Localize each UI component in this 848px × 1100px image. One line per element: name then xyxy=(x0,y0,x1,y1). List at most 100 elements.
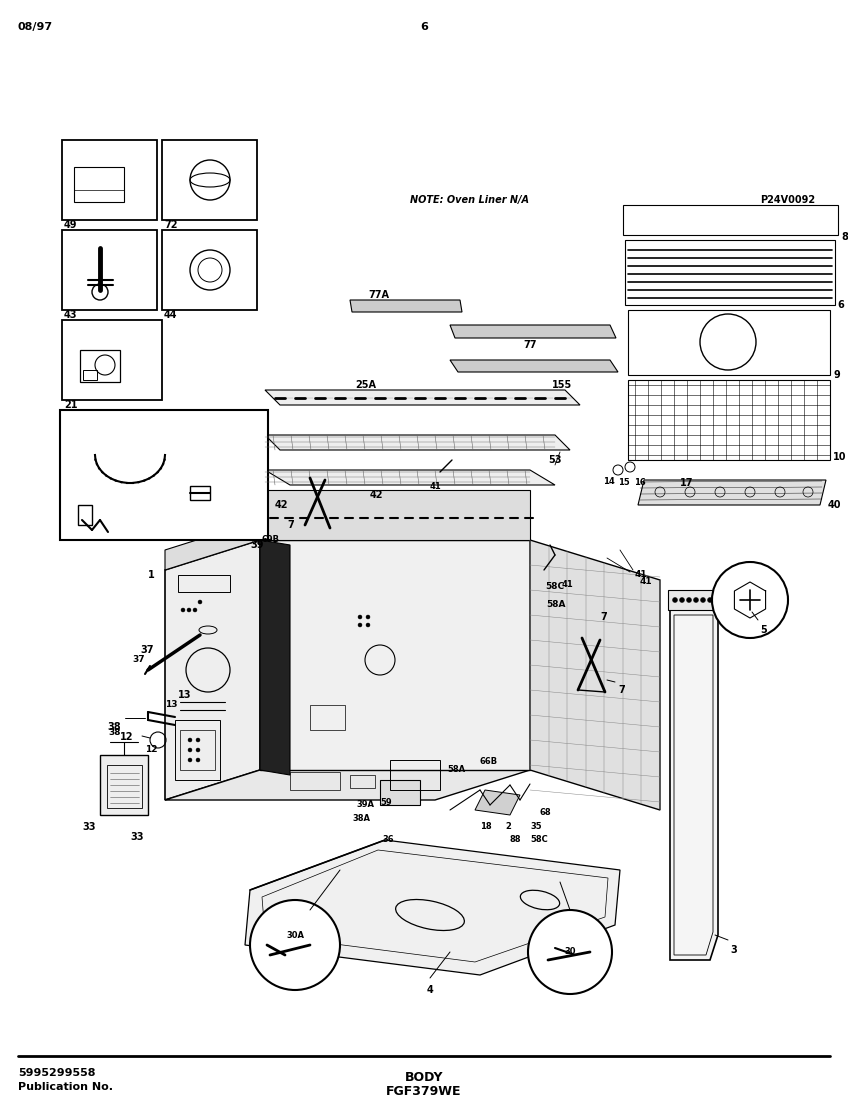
Circle shape xyxy=(250,900,340,990)
Polygon shape xyxy=(265,434,570,450)
Text: 2: 2 xyxy=(505,822,510,830)
Polygon shape xyxy=(530,540,660,810)
Text: 38: 38 xyxy=(107,722,120,732)
Circle shape xyxy=(193,608,197,612)
Circle shape xyxy=(188,738,192,742)
Text: 53: 53 xyxy=(548,455,561,465)
Text: BODY: BODY xyxy=(404,1071,444,1083)
Circle shape xyxy=(707,597,712,603)
Text: 7: 7 xyxy=(600,612,607,621)
Circle shape xyxy=(358,615,362,619)
Polygon shape xyxy=(628,379,830,460)
Bar xyxy=(190,486,210,500)
Polygon shape xyxy=(628,310,830,375)
Bar xyxy=(60,410,268,540)
Text: 68: 68 xyxy=(540,808,552,817)
Polygon shape xyxy=(450,324,616,338)
Text: 37: 37 xyxy=(132,654,145,664)
Text: 08/97: 08/97 xyxy=(18,22,53,32)
Text: 17: 17 xyxy=(680,478,694,488)
Bar xyxy=(62,140,157,220)
Circle shape xyxy=(687,597,691,603)
Polygon shape xyxy=(623,205,838,235)
Text: 41: 41 xyxy=(640,578,653,586)
Polygon shape xyxy=(668,590,720,610)
Text: 7: 7 xyxy=(618,685,625,695)
Bar xyxy=(62,230,157,310)
Text: 12: 12 xyxy=(120,732,133,742)
Circle shape xyxy=(196,758,200,762)
Text: 7: 7 xyxy=(287,520,293,530)
Text: 33: 33 xyxy=(82,822,96,832)
Polygon shape xyxy=(165,520,260,570)
Text: 77A: 77A xyxy=(368,290,389,300)
Circle shape xyxy=(188,758,192,762)
Polygon shape xyxy=(260,490,530,540)
Circle shape xyxy=(679,597,684,603)
Text: NOTE: Oven Liner N/A: NOTE: Oven Liner N/A xyxy=(410,195,529,205)
Text: 59: 59 xyxy=(380,798,392,807)
Polygon shape xyxy=(450,360,618,372)
Bar xyxy=(83,370,97,379)
Text: 58A: 58A xyxy=(447,764,465,774)
Text: 42: 42 xyxy=(275,500,288,510)
Text: 30A: 30A xyxy=(286,931,304,939)
Circle shape xyxy=(188,748,192,752)
Polygon shape xyxy=(638,480,826,505)
Text: 88: 88 xyxy=(510,835,522,844)
Text: 155: 155 xyxy=(552,379,572,390)
Text: 49: 49 xyxy=(64,220,77,230)
Text: 44: 44 xyxy=(164,310,177,320)
Polygon shape xyxy=(165,770,530,800)
Polygon shape xyxy=(380,780,420,805)
Polygon shape xyxy=(260,540,290,776)
Circle shape xyxy=(358,623,362,627)
Circle shape xyxy=(196,738,200,742)
Text: 58A: 58A xyxy=(546,600,566,609)
Circle shape xyxy=(198,600,202,604)
Polygon shape xyxy=(265,470,555,485)
Text: 58C: 58C xyxy=(530,835,548,844)
Text: 5995299558: 5995299558 xyxy=(18,1068,96,1078)
Circle shape xyxy=(672,597,678,603)
Bar xyxy=(62,320,162,400)
Text: 38A: 38A xyxy=(352,814,370,823)
Text: 39: 39 xyxy=(250,540,264,550)
Text: 42: 42 xyxy=(370,490,383,500)
Text: 43: 43 xyxy=(64,310,77,320)
Circle shape xyxy=(196,748,200,752)
Text: 21: 21 xyxy=(64,400,77,410)
Text: 41: 41 xyxy=(635,570,648,579)
Text: FGF379WE: FGF379WE xyxy=(386,1085,462,1098)
Text: 6: 6 xyxy=(420,22,428,32)
Bar xyxy=(80,350,120,382)
Text: 13: 13 xyxy=(178,690,192,700)
Circle shape xyxy=(181,608,185,612)
Text: 37: 37 xyxy=(140,645,153,654)
Text: 4: 4 xyxy=(427,984,433,996)
Circle shape xyxy=(528,910,612,994)
Text: 39A: 39A xyxy=(356,800,374,808)
Polygon shape xyxy=(245,840,620,975)
Polygon shape xyxy=(670,610,718,960)
Text: 77: 77 xyxy=(523,340,537,350)
Text: 13: 13 xyxy=(165,700,177,710)
Circle shape xyxy=(715,597,719,603)
Circle shape xyxy=(700,597,706,603)
Text: 30: 30 xyxy=(564,947,576,957)
Text: 5: 5 xyxy=(760,625,767,635)
Circle shape xyxy=(366,615,370,619)
Text: 6: 6 xyxy=(837,300,844,310)
Text: 41: 41 xyxy=(562,580,574,588)
Text: 9: 9 xyxy=(833,370,840,379)
Text: 18: 18 xyxy=(480,822,492,830)
Text: 66B: 66B xyxy=(480,757,498,766)
Text: 8: 8 xyxy=(841,232,848,242)
Text: 14: 14 xyxy=(603,477,615,486)
Text: 16: 16 xyxy=(634,478,645,487)
Polygon shape xyxy=(625,240,835,305)
Circle shape xyxy=(712,562,788,638)
Text: P24V0092: P24V0092 xyxy=(760,195,815,205)
Bar xyxy=(162,140,257,220)
Text: 3: 3 xyxy=(730,945,737,955)
